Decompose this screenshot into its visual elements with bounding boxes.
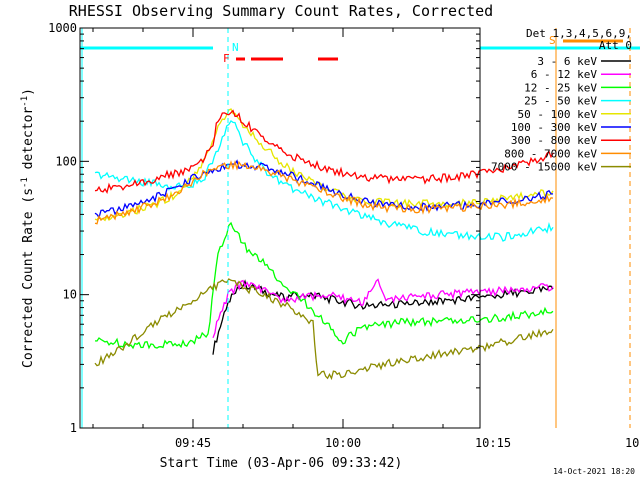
series-8	[94, 278, 554, 381]
series-3	[94, 119, 554, 242]
series-2	[94, 221, 554, 350]
series-line	[94, 108, 554, 222]
legend-label: 50 - 100 keV	[518, 108, 598, 121]
y-axis-label-sup1: -1	[20, 177, 30, 188]
legend-header-line1: Det 1,3,4,5,6,9,	[526, 27, 632, 40]
x-tick-label: 10:30	[625, 436, 640, 450]
timestamp: 14-Oct-2021 18:20	[553, 467, 635, 476]
series-line	[94, 119, 554, 242]
x-axis-label: Start Time (03-Apr-06 09:33:42)	[160, 456, 403, 471]
legend-label: 7000 - 15000 keV	[491, 161, 597, 174]
legend-label: 6 - 12 keV	[531, 68, 598, 81]
flare-flag-label: F	[223, 52, 230, 65]
legend-label: 3 - 6 keV	[537, 55, 597, 68]
series-0	[212, 279, 554, 355]
legend-label: 800 - 7000 keV	[504, 147, 597, 160]
legend-label: 300 - 800 keV	[511, 134, 597, 147]
y-axis-label: Corrected Count Rate (s-1 detector-1)	[20, 88, 36, 368]
series-layer	[94, 108, 554, 381]
series-line	[94, 278, 554, 381]
series-line	[212, 278, 554, 339]
legend-label: 25 - 50 keV	[524, 95, 597, 108]
series-line	[94, 221, 554, 350]
flags-layer: NF S	[80, 28, 640, 428]
x-tick-label: 10:00	[325, 436, 361, 450]
series-line	[94, 109, 554, 195]
y-tick-label: 100	[55, 154, 77, 168]
series-7	[94, 159, 554, 225]
x-tick-label: 10:15	[475, 436, 511, 450]
y-axis-label-sup2: -1	[20, 96, 30, 107]
series-line	[94, 159, 554, 225]
night-flag-label: N	[232, 41, 239, 54]
saa-flag-label: S	[549, 34, 556, 47]
y-axis-label-end: )	[21, 88, 36, 96]
x-tick-label: 09:45	[175, 436, 211, 450]
y-tick-label: 1000	[48, 21, 77, 35]
series-1	[212, 278, 554, 339]
y-axis-label-mid: detector	[21, 107, 36, 178]
chart-title: RHESSI Observing Summary Count Rates, Co…	[69, 2, 493, 20]
plot-frame	[79, 27, 481, 429]
y-tick-label: 1	[70, 421, 77, 435]
y-axis-ticks: 1 10 100 1000	[48, 21, 480, 435]
y-axis-label-main: Corrected Count Rate (s	[21, 188, 36, 368]
legend-header-line2: Att 0	[599, 39, 632, 52]
legend-label: 12 - 25 keV	[524, 81, 597, 94]
legend-label: 100 - 300 keV	[511, 121, 597, 134]
series-4	[94, 108, 554, 222]
y-tick-label: 10	[63, 288, 77, 302]
series-6	[94, 109, 554, 195]
